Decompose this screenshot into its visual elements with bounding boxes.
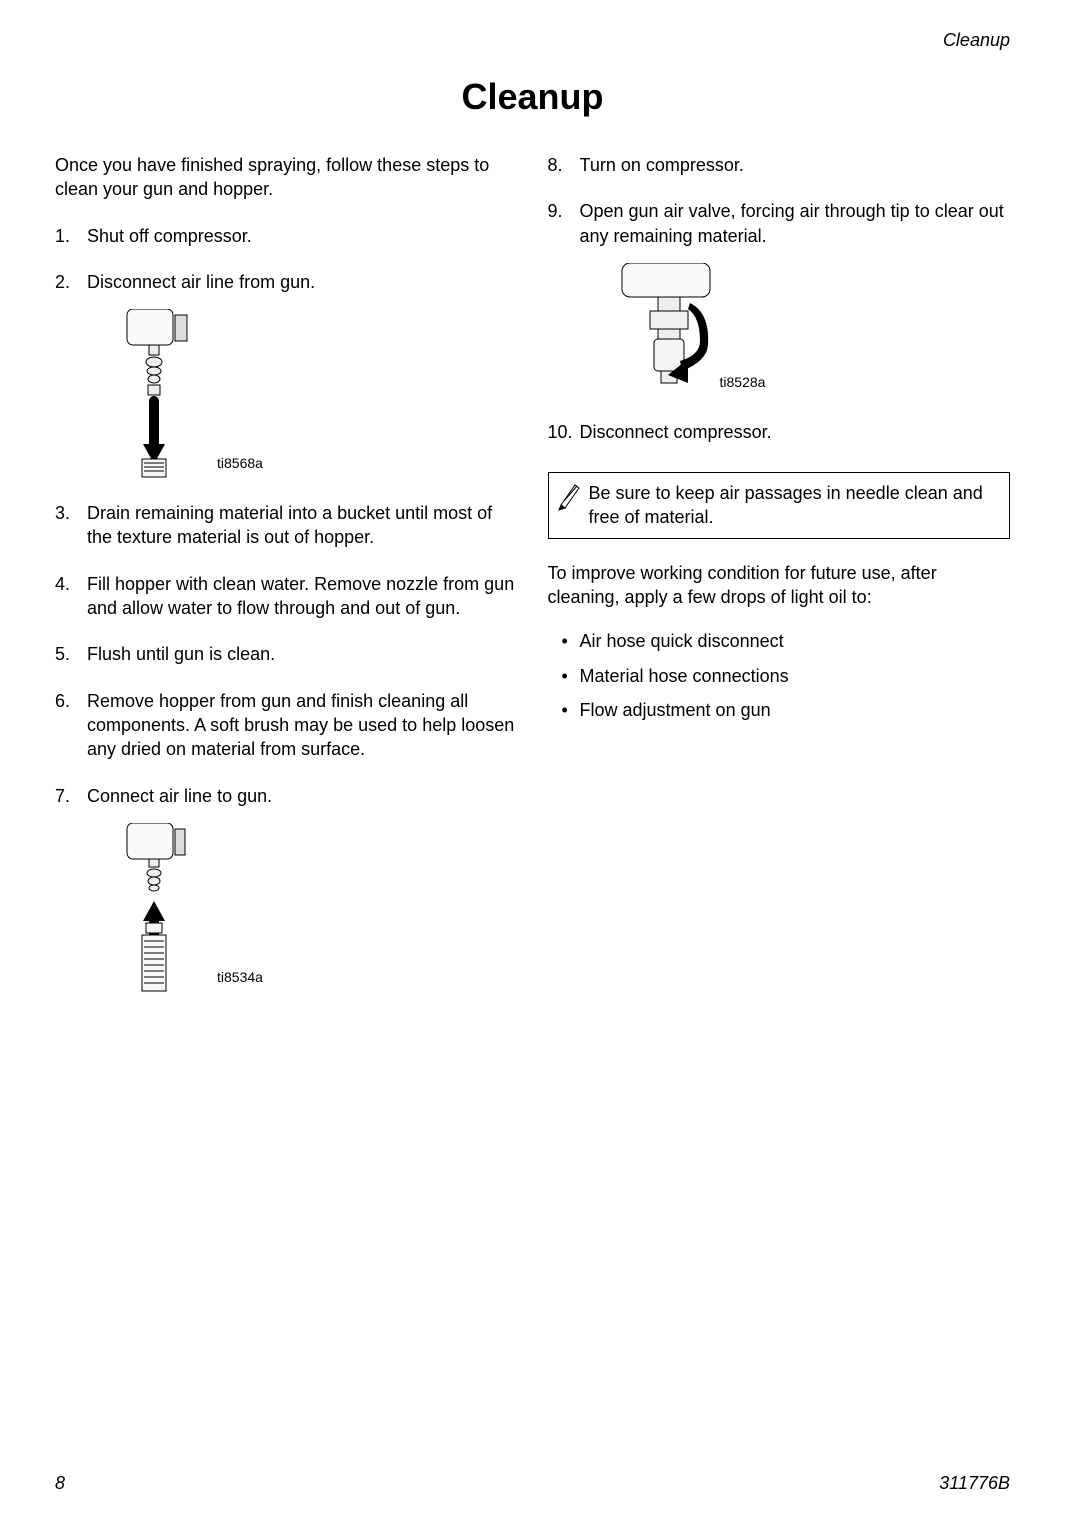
bullet-item: Flow adjustment on gun [562,698,1011,722]
step-item: Fill hopper with clean water. Remove noz… [55,572,518,621]
step-item: Disconnect air line from gun. [55,270,518,479]
step-text: Flush until gun is clean. [87,644,275,664]
page-footer: 8 311776B [55,1473,1010,1494]
note-box: Be sure to keep air passages in needle c… [548,472,1011,539]
page-title: Cleanup [55,76,1010,118]
figure-caption: ti8534a [217,968,263,987]
bullet-item: Material hose connections [562,664,1011,688]
step-item: Open gun air valve, forcing air through … [548,199,1011,398]
step-item: Turn on compressor. [548,153,1011,177]
step-item: Disconnect compressor. [548,420,1011,444]
header-section-label: Cleanup [55,30,1010,51]
step-text: Connect air line to gun. [87,786,272,806]
step-text: Disconnect air line from gun. [87,272,315,292]
figure-caption: ti8568a [217,454,263,473]
steps-list-left: Shut off compressor. Disconnect air line… [55,224,518,993]
post-note-paragraph: To improve working condition for future … [548,561,1011,610]
step-item: Remove hopper from gun and finish cleani… [55,689,518,762]
step-item: Shut off compressor. [55,224,518,248]
step-text: Fill hopper with clean water. Remove noz… [87,574,514,618]
bullet-item: Air hose quick disconnect [562,629,1011,653]
two-column-layout: Once you have finished spraying, follow … [55,153,1010,1015]
steps-list-right: Turn on compressor. Open gun air valve, … [548,153,1011,444]
step-text: Shut off compressor. [87,226,252,246]
figure-ti8568a: ti8568a [117,309,518,479]
step-text: Disconnect compressor. [580,422,772,442]
figure-caption: ti8528a [720,373,766,392]
page-number: 8 [55,1473,65,1494]
doc-reference: 311776B [939,1473,1010,1494]
right-column: Turn on compressor. Open gun air valve, … [548,153,1011,1015]
step-text: Drain remaining material into a bucket u… [87,503,492,547]
intro-paragraph: Once you have finished spraying, follow … [55,153,518,202]
bullet-text: Flow adjustment on gun [580,700,771,720]
bullet-text: Material hose connections [580,666,789,686]
left-column: Once you have finished spraying, follow … [55,153,518,1015]
step-text: Turn on compressor. [580,155,744,175]
note-text: Be sure to keep air passages in needle c… [589,481,1000,530]
bullet-list: Air hose quick disconnect Material hose … [548,629,1011,722]
step-item: Connect air line to gun. [55,784,518,993]
step-item: Flush until gun is clean. [55,642,518,666]
step-item: Drain remaining material into a bucket u… [55,501,518,550]
pencil-icon [557,481,583,511]
step-text: Open gun air valve, forcing air through … [580,201,1004,245]
step-text: Remove hopper from gun and finish cleani… [87,691,514,760]
figure-ti8528a: ti8528a [610,263,1011,398]
bullet-text: Air hose quick disconnect [580,631,784,651]
figure-ti8534a: ti8534a [117,823,518,993]
